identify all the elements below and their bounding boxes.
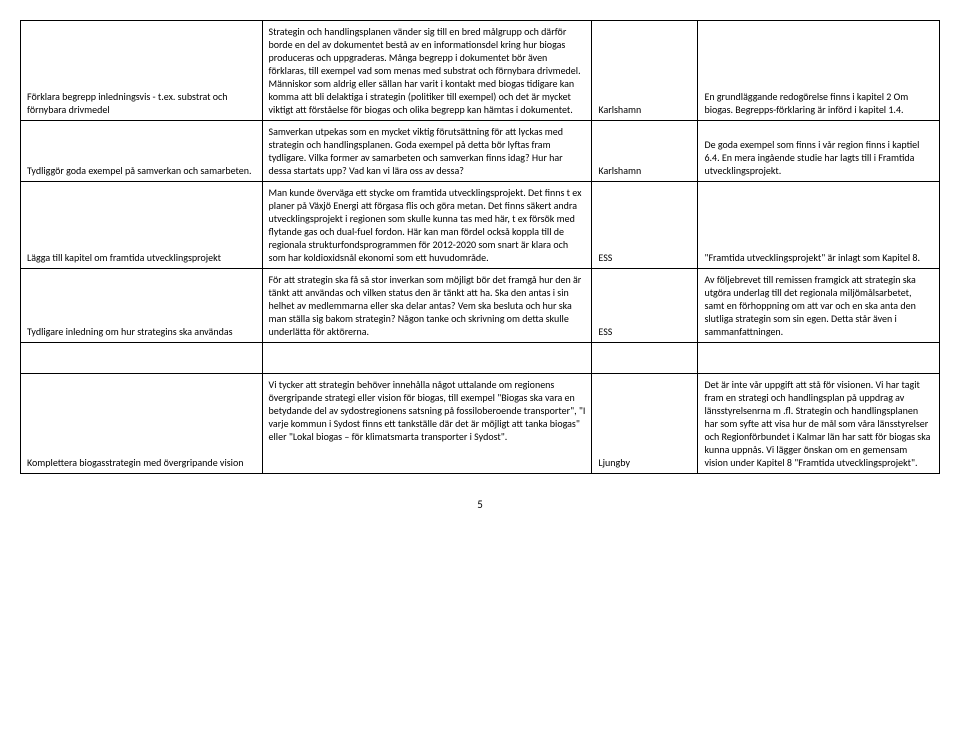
cell-source: ESS bbox=[592, 269, 698, 343]
cell-source: Ljungby bbox=[592, 374, 698, 474]
cell-description: Strategin och handlingsplanen vänder sig… bbox=[262, 21, 592, 121]
cell-source: ESS bbox=[592, 182, 698, 269]
cell-response: Av följebrevet till remissen framgick at… bbox=[698, 269, 940, 343]
cell-topic: Förklara begrepp inledningsvis - t.ex. s… bbox=[21, 21, 263, 121]
cell-topic: Lägga till kapitel om framtida utvecklin… bbox=[21, 182, 263, 269]
spacer-row bbox=[21, 343, 940, 374]
document-table: Förklara begrepp inledningsvis - t.ex. s… bbox=[20, 20, 940, 474]
cell-description: Man kunde överväga ett stycke om framtid… bbox=[262, 182, 592, 269]
cell-topic: Tydliggör goda exempel på samverkan och … bbox=[21, 121, 263, 182]
cell-response: "Framtida utvecklingsprojekt" är inlagt … bbox=[698, 182, 940, 269]
cell-topic: Komplettera biogasstrategin med övergrip… bbox=[21, 374, 263, 474]
cell-description: Vi tycker att strategin behöver innehåll… bbox=[262, 374, 592, 474]
table-row: Lägga till kapitel om framtida utvecklin… bbox=[21, 182, 940, 269]
cell-description: För att strategin ska få så stor inverka… bbox=[262, 269, 592, 343]
cell-response: En grundläggande redogörelse finns i kap… bbox=[698, 21, 940, 121]
table-row: Tydligare inledning om hur strategins sk… bbox=[21, 269, 940, 343]
cell-response: De goda exempel som finns i vår region f… bbox=[698, 121, 940, 182]
cell-source: Karlshamn bbox=[592, 121, 698, 182]
table-row: Förklara begrepp inledningsvis - t.ex. s… bbox=[21, 21, 940, 121]
table-row: Tydliggör goda exempel på samverkan och … bbox=[21, 121, 940, 182]
page-number: 5 bbox=[20, 498, 940, 511]
cell-description: Samverkan utpekas som en mycket viktig f… bbox=[262, 121, 592, 182]
table-row: Komplettera biogasstrategin med övergrip… bbox=[21, 374, 940, 474]
cell-topic: Tydligare inledning om hur strategins sk… bbox=[21, 269, 263, 343]
cell-response: Det är inte vår uppgift att stå för visi… bbox=[698, 374, 940, 474]
cell-source: Karlshamn bbox=[592, 21, 698, 121]
